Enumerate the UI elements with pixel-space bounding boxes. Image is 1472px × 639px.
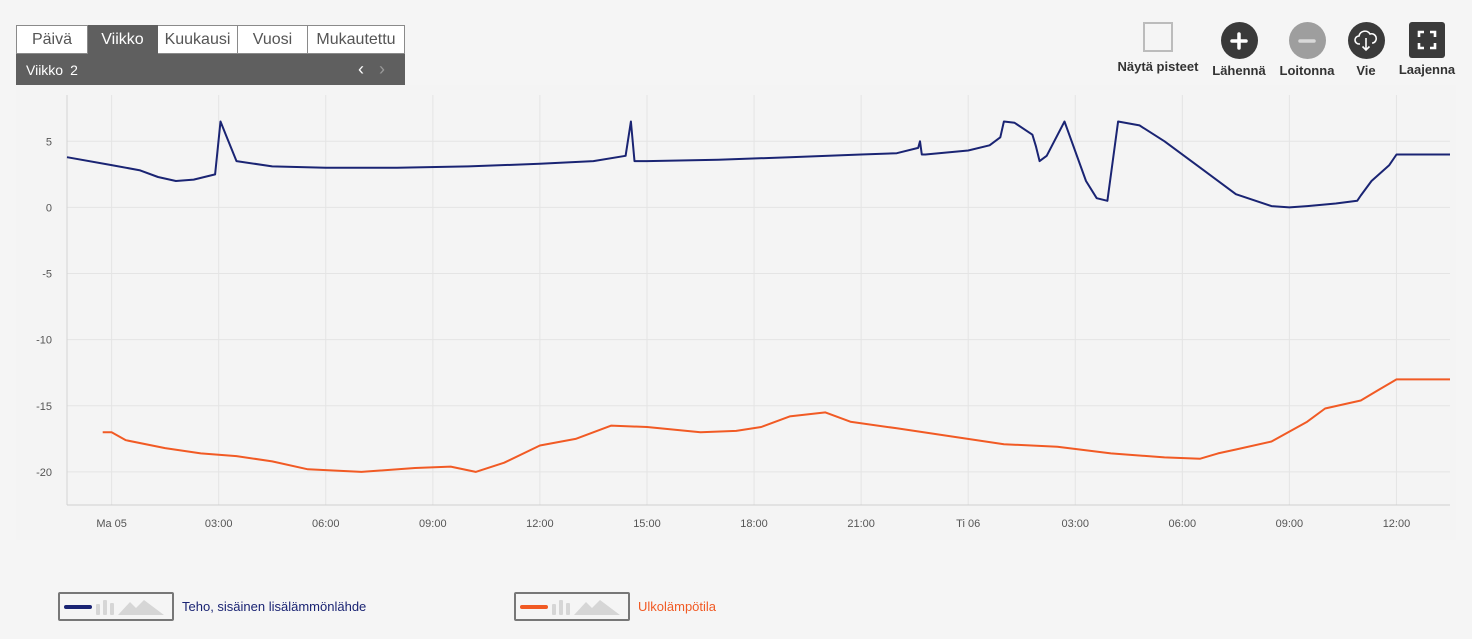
- chevron-left-icon[interactable]: ‹: [358, 59, 364, 79]
- zoom-out-button[interactable]: Loitonna: [1277, 22, 1337, 78]
- zoom-in-label: Lähennä: [1212, 63, 1266, 78]
- y-tick-label: -15: [36, 401, 52, 413]
- x-tick-label: 15:00: [633, 518, 661, 530]
- fullscreen-icon[interactable]: [1409, 22, 1445, 58]
- x-tick-label: Ma 05: [96, 518, 127, 530]
- y-tick-label: 5: [46, 136, 52, 148]
- x-tick-label: 06:00: [312, 518, 340, 530]
- series-line-outdoor[interactable]: [102, 378, 1450, 473]
- expand-button[interactable]: Laajenna: [1395, 22, 1459, 77]
- y-tick-label: 0: [46, 202, 52, 214]
- area-chart-icon: [574, 600, 620, 615]
- plus-icon[interactable]: [1220, 22, 1258, 59]
- tab-day[interactable]: Päivä: [16, 25, 88, 54]
- cloud-download-icon[interactable]: [1347, 22, 1385, 59]
- tab-week[interactable]: Viikko: [88, 25, 158, 54]
- x-tick-label: 12:00: [1383, 518, 1411, 530]
- chart-background: [16, 85, 1456, 540]
- x-tick-label: Ti 06: [956, 518, 980, 530]
- week-number: 2: [70, 61, 78, 78]
- bar-chart-icon: [552, 600, 570, 615]
- show-points-label: Näytä pisteet: [1117, 59, 1199, 74]
- period-selector: Päivä Viikko Kuukausi Vuosi Mukautettu V…: [16, 25, 405, 85]
- area-chart-icon: [118, 600, 164, 615]
- y-tick-label: -5: [42, 269, 52, 281]
- zoom-in-button[interactable]: Lähennä: [1208, 22, 1270, 78]
- x-tick-label: 03:00: [1061, 518, 1089, 530]
- legend-item-heating[interactable]: Teho, sisäinen lisälämmönlähde: [58, 592, 366, 621]
- tab-year[interactable]: Vuosi: [238, 25, 308, 54]
- minus-icon[interactable]: [1288, 22, 1326, 59]
- legend-item-outdoor[interactable]: Ulkolämpötila: [514, 592, 716, 621]
- y-tick-label: -20: [36, 467, 52, 479]
- week-label: Viikko: [26, 61, 64, 78]
- chart-container: 5 0 -5 -10 -15 -20 Ma 05 03:00 06:00 09:00 12:00 15…: [16, 85, 1456, 540]
- period-tabs: Päivä Viikko Kuukausi Vuosi Mukautettu: [16, 25, 405, 54]
- y-tick-label: -10: [36, 335, 52, 347]
- series-line-heating[interactable]: [66, 120, 1450, 209]
- chevron-right-icon[interactable]: ›: [379, 59, 385, 79]
- bar-chart-icon: [96, 600, 114, 615]
- x-tick-label: 12:00: [526, 518, 554, 530]
- legend-swatch-heating: [58, 592, 174, 621]
- legend-label-heating: Teho, sisäinen lisälämmönlähde: [182, 599, 367, 614]
- legend-label-outdoor: Ulkolämpötila: [638, 599, 717, 614]
- x-tick-label: 06:00: [1169, 518, 1197, 530]
- week-navigator: Viikko 2 ‹ ›: [16, 54, 405, 85]
- x-tick-label: 03:00: [205, 518, 233, 530]
- legend-swatch-outdoor: [514, 592, 630, 621]
- x-tick-label: 21:00: [847, 518, 875, 530]
- tab-month[interactable]: Kuukausi: [158, 25, 238, 54]
- x-tick-label: 18:00: [740, 518, 768, 530]
- export-button[interactable]: Vie: [1343, 22, 1389, 78]
- tab-custom[interactable]: Mukautettu: [308, 25, 405, 54]
- line-chart[interactable]: 5 0 -5 -10 -15 -20 Ma 05 03:00 06:00 09:00 12:00 15…: [16, 85, 1456, 540]
- x-tick-label: 09:00: [419, 518, 447, 530]
- zoom-out-label: Loitonna: [1279, 63, 1335, 78]
- x-tick-label: 09:00: [1276, 518, 1304, 530]
- expand-label: Laajenna: [1398, 62, 1456, 77]
- export-label: Vie: [1356, 63, 1376, 78]
- show-points-toggle[interactable]: Näytä pisteet: [1116, 22, 1200, 74]
- checkbox-icon[interactable]: [1143, 22, 1173, 52]
